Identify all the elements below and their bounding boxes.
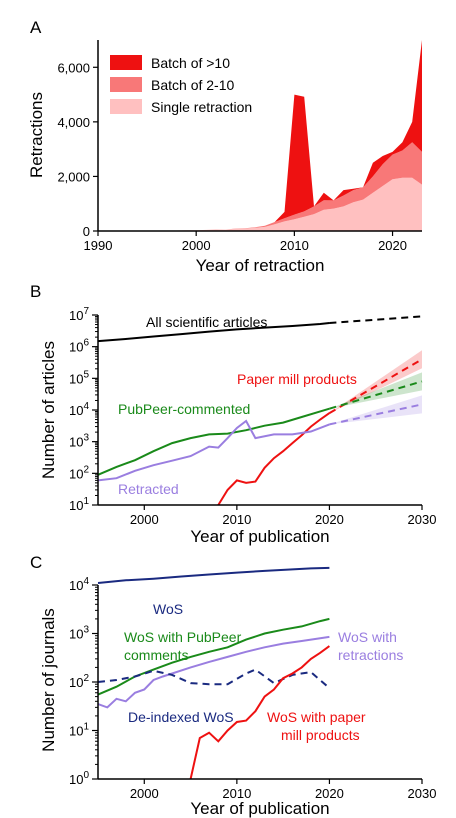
line-pubpeer-commented	[97, 407, 330, 476]
y-tick-label: 103	[69, 625, 89, 642]
panel-a-ticks: 1990 2000 2010 2020 0 2,000 4,000 6,000	[57, 60, 407, 253]
projection-pubpeer-commented	[329, 380, 423, 410]
x-tick-label: 2000	[130, 512, 159, 527]
line-wos	[97, 566, 330, 584]
panel-b-label-paper-mill: Paper mill products	[237, 371, 357, 387]
panel-c-label-deindexed: De-indexed WoS	[128, 709, 234, 725]
panel-c-label: C	[30, 553, 42, 572]
x-tick-label: 2010	[222, 512, 251, 527]
y-tick-label: 102	[69, 464, 89, 481]
x-tick-label: 2020	[315, 512, 344, 527]
y-tick-label: 105	[69, 369, 89, 386]
projection-all-scientific-articles	[329, 315, 423, 324]
panel-b-label: B	[30, 282, 41, 301]
panel-b: B 2000 2010 2020 2030101102103104105106107 …	[30, 282, 436, 546]
x-tick-label: 2010	[280, 238, 309, 253]
y-tick-label: 101	[69, 722, 89, 739]
y-tick-label: 4,000	[57, 115, 90, 130]
panel-b-label-retracted: Retracted	[118, 481, 179, 497]
x-tick-label: 2030	[408, 512, 437, 527]
panel-a-areas	[98, 40, 422, 231]
panel-b-lines	[97, 315, 423, 506]
y-tick-label: 0	[83, 224, 90, 239]
legend-label-batch-2-10: Batch of 2-10	[151, 77, 234, 93]
x-tick-label: 2020	[315, 786, 344, 801]
y-tick-label: 6,000	[57, 60, 90, 75]
legend-swatch-batch-2-10	[110, 77, 142, 92]
panel-c-y-label: Number of journals	[39, 608, 58, 752]
legend-label-batch-gt10: Batch of >10	[151, 55, 230, 71]
panel-c-x-label: Year of publication	[190, 799, 329, 818]
x-tick-label: 1990	[84, 238, 113, 253]
panel-a-label: A	[30, 18, 42, 37]
band-pubpeer-commented	[329, 372, 422, 409]
band-paper-mill-products	[329, 350, 422, 414]
panel-a-legend: Batch of >10 Batch of 2-10 Single retrac…	[110, 55, 252, 115]
x-tick-label: 2000	[182, 238, 211, 253]
panel-a: A 1990 2000 2010 2020 0 2,000 4,000 6,000 Year …	[27, 18, 422, 275]
panel-c-label-pubpeer: WoS with PubPeer comments	[124, 629, 242, 663]
panel-a-y-label: Retractions	[27, 92, 46, 178]
y-tick-label: 2,000	[57, 169, 90, 184]
legend-swatch-single	[110, 99, 142, 114]
y-tick-label: 100	[69, 770, 89, 787]
panel-b-label-all-articles: All scientific articles	[146, 314, 267, 330]
y-tick-label: 101	[69, 496, 89, 513]
panel-b-ticks: 2000 2010 2020 2030 101 102 103 104 105 106 107	[69, 306, 436, 527]
panel-c-ticks: 2000 2010 2020 2030 100 101 102 103 104	[69, 576, 436, 801]
panel-b-label-pubpeer: PubPeer-commented	[118, 401, 250, 417]
legend-label-single: Single retraction	[151, 99, 252, 115]
panel-c: C 2000 2010 2020 2030 100 101 102 103 104 Year o…	[30, 553, 436, 818]
line-paper-mill-products	[217, 412, 330, 506]
panel-c-label-retractions: WoS with retractions	[338, 629, 403, 663]
x-tick-label: 2030	[408, 786, 437, 801]
y-tick-label: 104	[69, 576, 89, 593]
line-wos-with-retractions	[97, 635, 330, 709]
panel-c-label-paper-mill: WoS with paper mill products	[267, 709, 366, 743]
y-tick-label: 103	[69, 433, 89, 450]
y-tick-label: 106	[69, 338, 89, 355]
panel-c-lines	[97, 566, 331, 780]
panel-b-x-label: Year of publication	[190, 527, 329, 546]
panel-c-label-wos: WoS	[153, 601, 183, 617]
panel-b-projection-bands	[329, 350, 422, 425]
line-wos-with-paper-mill-products	[189, 645, 330, 780]
line-retracted	[97, 419, 330, 482]
y-tick-label: 104	[69, 401, 89, 418]
band-retracted	[329, 395, 422, 425]
area-single-retraction	[98, 177, 422, 231]
line-all-scientific-articles	[97, 322, 330, 343]
y-tick-label: 102	[69, 673, 89, 690]
y-tick-label: 107	[69, 306, 89, 323]
legend-swatch-batch-gt10	[110, 55, 142, 70]
x-tick-label: 2020	[378, 238, 407, 253]
panel-a-x-label: Year of retraction	[196, 256, 325, 275]
x-tick-label: 2000	[130, 786, 159, 801]
projection-retracted	[329, 403, 423, 426]
line-de-indexed-wos	[97, 668, 331, 689]
x-tick-label: 2010	[222, 786, 251, 801]
panel-b-y-label: Number of articles	[39, 341, 58, 479]
